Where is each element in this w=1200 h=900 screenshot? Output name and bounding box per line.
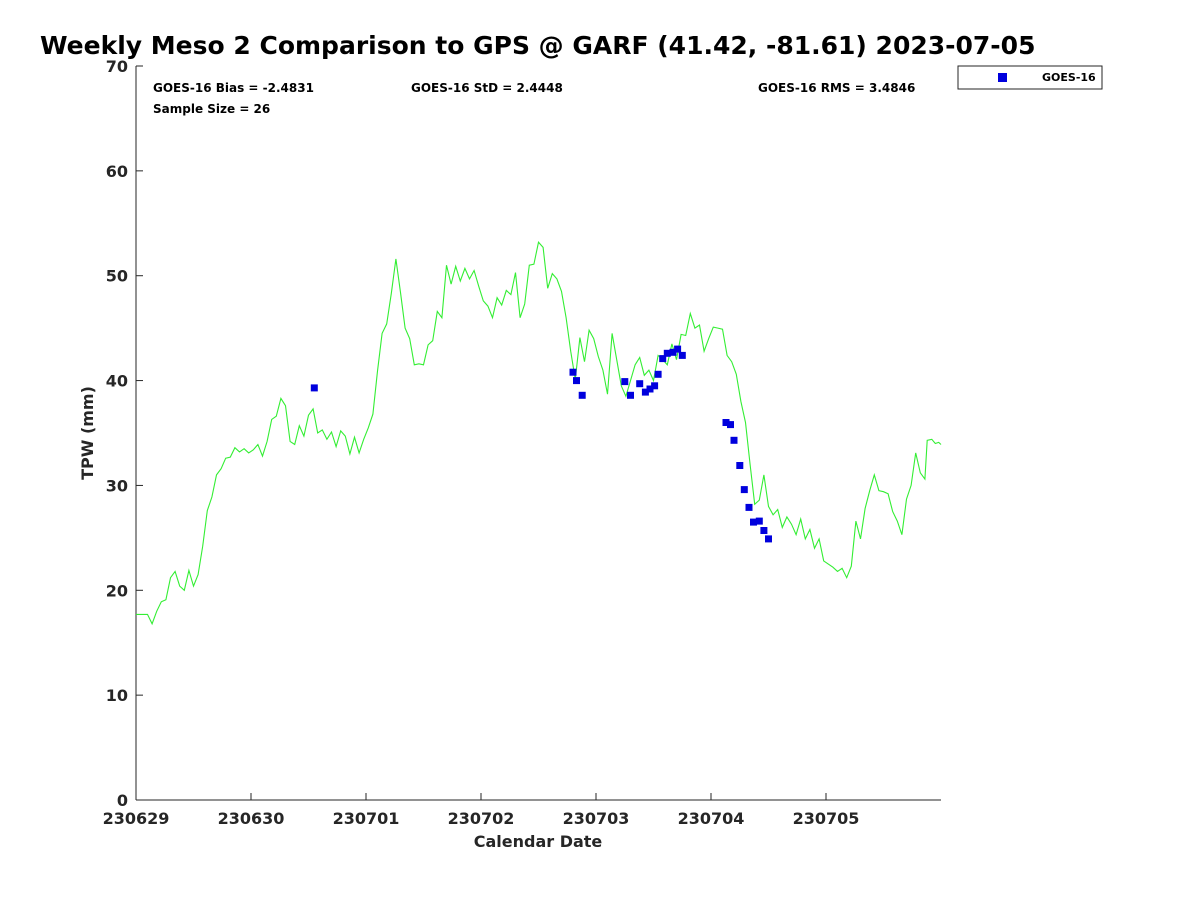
std-stat: GOES-16 StD = 2.4448: [411, 81, 563, 95]
y-tick-label: 10: [106, 686, 128, 705]
x-tick-label: 230701: [333, 809, 400, 828]
goes16-point: [651, 382, 659, 390]
goes16-point: [310, 384, 318, 392]
sample-size-stat: Sample Size = 26: [153, 102, 270, 116]
goes16-point: [755, 517, 763, 525]
y-tick-label: 20: [106, 581, 128, 600]
y-axis-label: TPW (mm): [78, 386, 97, 480]
y-tick-label: 0: [117, 791, 128, 810]
gps-tpw-line: [136, 241, 942, 626]
goes16-point: [569, 368, 577, 376]
y-tick-label: 40: [106, 372, 128, 391]
goes16-point: [578, 391, 586, 399]
goes16-point: [646, 385, 654, 393]
goes16-point: [627, 391, 634, 399]
goes16-point: [765, 535, 772, 543]
plot-frame: [136, 66, 941, 800]
bias-stat: GOES-16 Bias = -2.4831: [153, 81, 314, 95]
goes16-point: [674, 345, 682, 353]
y-tick-label: 70: [106, 57, 128, 76]
x-tick-label: 230703: [563, 809, 630, 828]
goes16-point: [736, 462, 744, 469]
y-axis-ticks: 0 10 20 30 40 50 60 70: [106, 57, 143, 810]
y-tick-label: 30: [106, 476, 128, 495]
goes16-point: [750, 518, 757, 526]
legend: GOES-16: [957, 65, 1103, 90]
goes16-point: [727, 421, 734, 429]
x-tick-label: 230705: [793, 809, 860, 828]
legend-marker-goes16: [998, 73, 1007, 82]
goes16-point: [654, 370, 662, 378]
x-tick-label: 230630: [218, 809, 285, 828]
goes16-point: [669, 348, 677, 356]
y-tick-label: 60: [106, 162, 128, 181]
x-tick-label: 230704: [678, 809, 745, 828]
goes16-point: [573, 377, 580, 385]
legend-label-goes16: GOES-16: [1042, 71, 1096, 84]
plot-area: 0 10 20 30 40 50 60 70 230629 230630 230701 230702…: [103, 57, 942, 828]
goes16-point: [659, 355, 667, 363]
x-tick-label: 230629: [103, 809, 170, 828]
goes16-point: [760, 527, 768, 534]
goes16-point: [722, 419, 730, 426]
chart-title: Weekly Meso 2 Comparison to GPS @ GARF (…: [40, 31, 1035, 60]
goes16-point: [730, 436, 738, 444]
x-axis-ticks: 230629 230630 230701 230702 230703 230704 2307…: [103, 793, 860, 828]
goes16-point: [745, 503, 753, 511]
goes16-point: [678, 351, 686, 359]
legend-box: [957, 65, 1103, 90]
goes16-points: [310, 345, 772, 543]
x-axis-label: Calendar Date: [474, 832, 603, 851]
goes16-point: [740, 486, 748, 494]
goes16-point: [663, 349, 671, 357]
y-tick-label: 50: [106, 267, 128, 286]
goes16-point: [641, 388, 649, 396]
rms-stat: GOES-16 RMS = 3.4846: [758, 81, 915, 95]
goes16-point: [636, 380, 644, 388]
x-tick-label: 230702: [448, 809, 515, 828]
goes16-point: [621, 378, 629, 386]
